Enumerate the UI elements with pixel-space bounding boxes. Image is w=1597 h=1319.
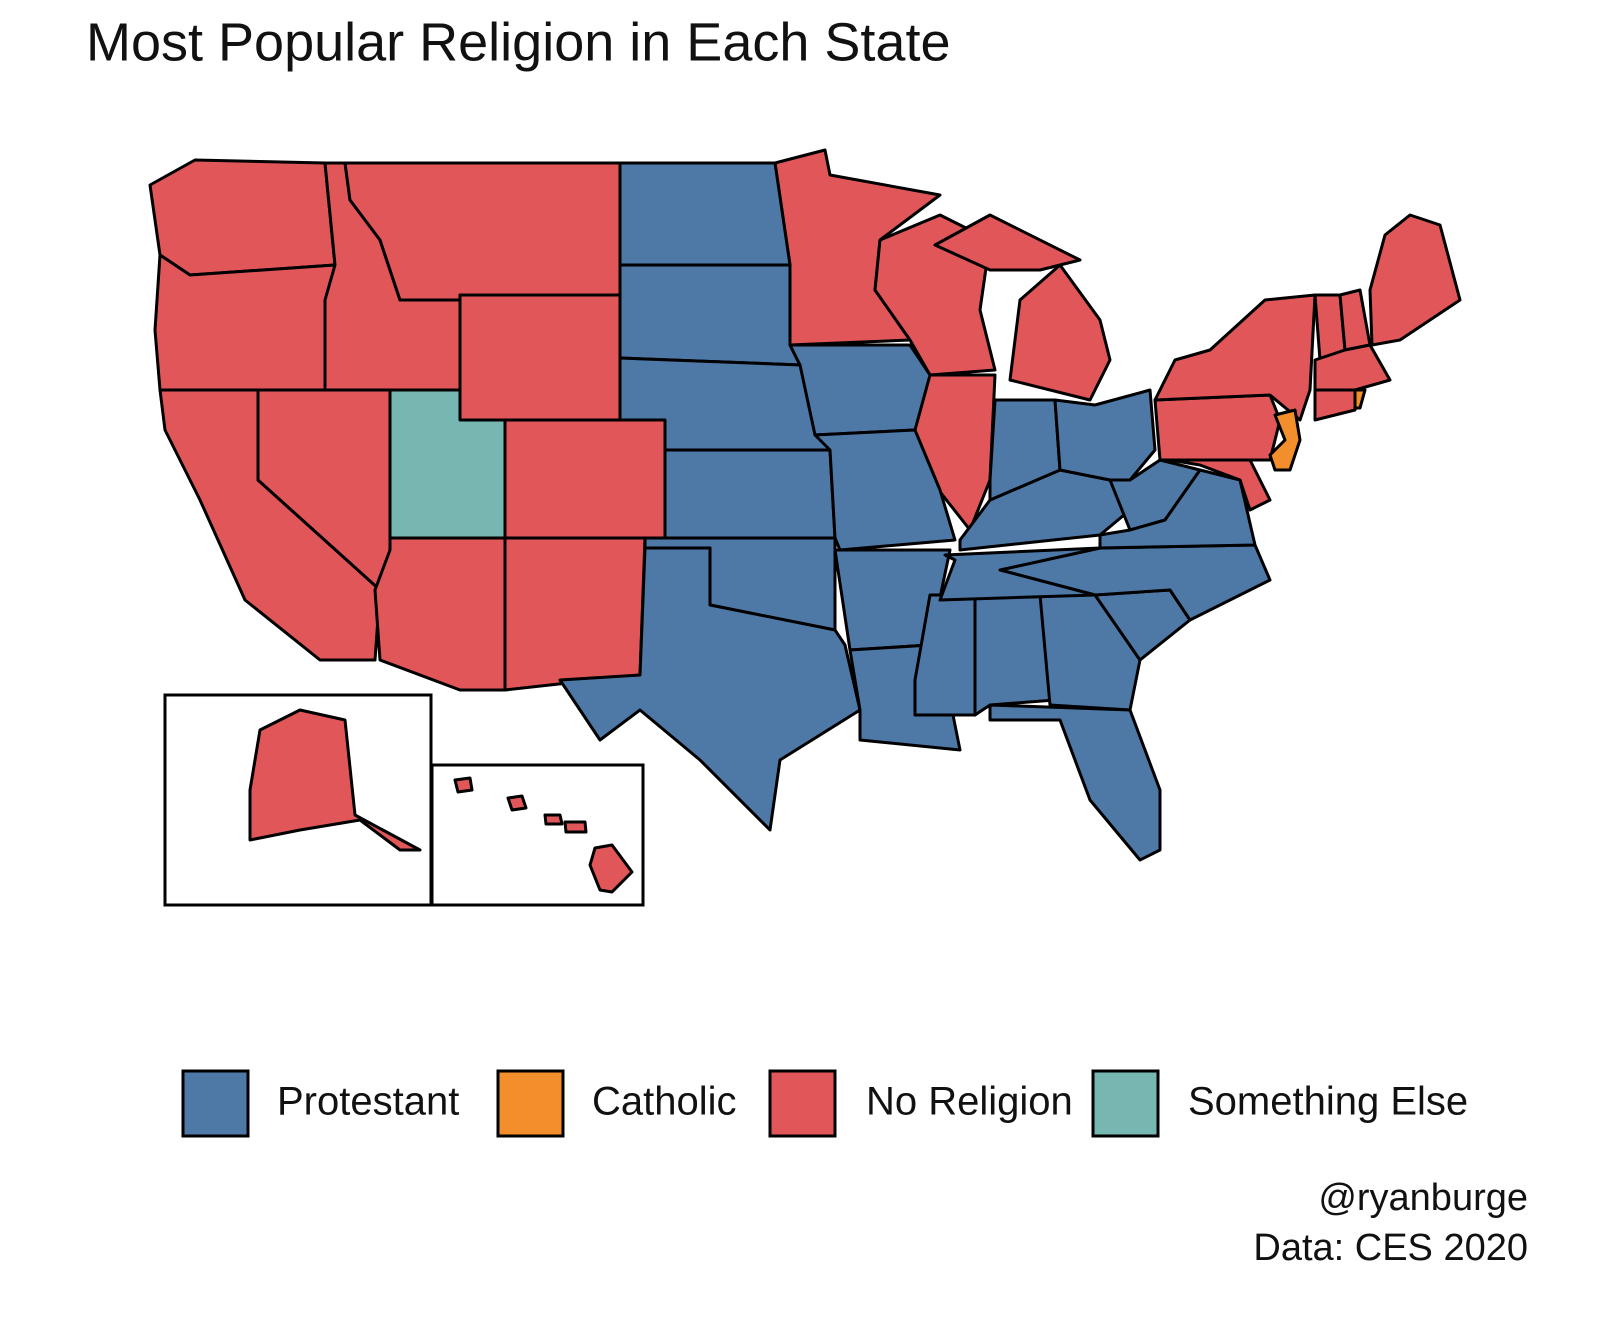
- state: [248, 708, 422, 852]
- state: [1053, 388, 1157, 482]
- state: [1153, 293, 1317, 422]
- legend-swatch: [768, 1069, 837, 1138]
- state: [1338, 288, 1372, 352]
- state: [153, 253, 337, 392]
- state: [503, 536, 647, 692]
- state: [563, 820, 588, 834]
- state: [618, 263, 802, 367]
- state: [1153, 393, 1282, 462]
- state: [373, 536, 507, 692]
- state: [458, 293, 622, 422]
- caption-author: @ryanburge: [1318, 1177, 1528, 1219]
- state: [1168, 458, 1272, 512]
- state: [813, 428, 957, 552]
- state: [503, 418, 667, 540]
- legend-label: Catholic: [592, 1080, 737, 1124]
- legend: Protestant Catholic No Religion Something E…: [181, 1069, 1468, 1138]
- hawaii-inset: [430, 763, 645, 907]
- map-title: Most Popular Religion in Each State: [86, 12, 950, 72]
- state: [1368, 213, 1462, 347]
- legend-swatch: [1091, 1069, 1160, 1138]
- state: [148, 158, 337, 277]
- state: [543, 813, 564, 826]
- states: [148, 148, 1462, 894]
- state: [453, 776, 474, 794]
- state: [988, 398, 1062, 502]
- legend-swatch: [496, 1069, 565, 1138]
- state: [788, 343, 932, 437]
- state: [558, 546, 862, 832]
- legend-label: Protestant: [277, 1080, 459, 1124]
- state: [933, 213, 1082, 272]
- legend-swatch: [181, 1069, 250, 1138]
- state: [1098, 468, 1257, 550]
- state: [388, 388, 507, 540]
- state: [618, 161, 792, 267]
- state: [506, 794, 528, 812]
- state: [1268, 408, 1302, 472]
- legend-label: Something Else: [1188, 1080, 1468, 1124]
- state: [663, 448, 837, 540]
- state: [588, 843, 634, 894]
- state: [1353, 388, 1367, 410]
- legend-label: No Religion: [866, 1080, 1073, 1124]
- state: [988, 703, 1162, 862]
- caption-source: Data: CES 2020: [1253, 1227, 1528, 1269]
- state: [1313, 388, 1357, 422]
- state: [1008, 263, 1112, 402]
